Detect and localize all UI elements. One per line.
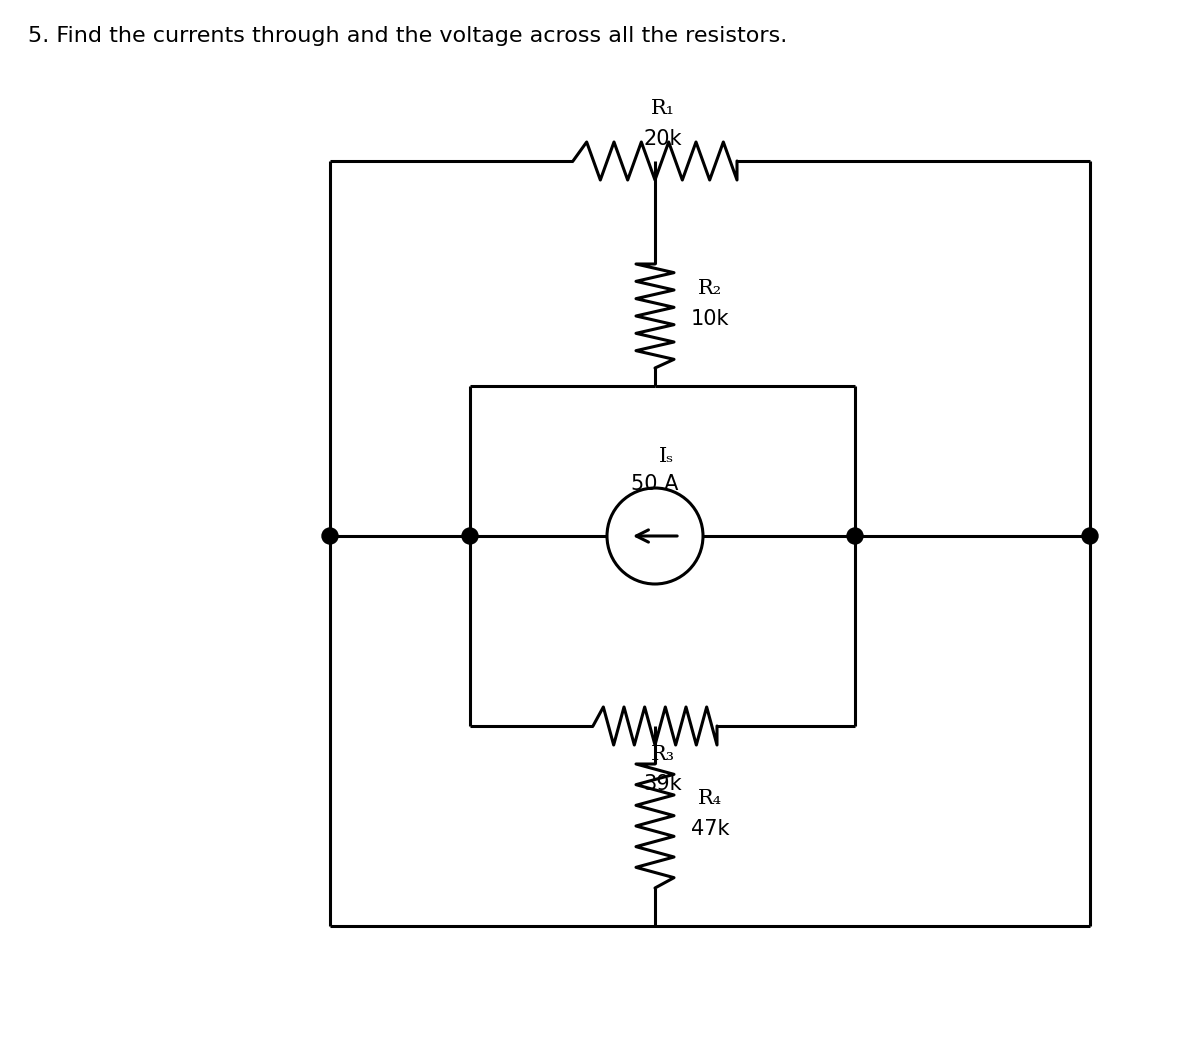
Text: R₁: R₁ — [650, 100, 674, 119]
Circle shape — [462, 528, 478, 544]
Text: Iₛ: Iₛ — [659, 447, 674, 465]
Text: R₃: R₃ — [650, 744, 674, 763]
Circle shape — [1082, 528, 1098, 544]
Text: 20k: 20k — [643, 129, 683, 149]
Text: 39k: 39k — [643, 775, 683, 794]
Text: 47k: 47k — [691, 819, 730, 839]
Text: 50 A: 50 A — [631, 474, 679, 494]
Circle shape — [847, 528, 863, 544]
Text: 5. Find the currents through and the voltage across all the resistors.: 5. Find the currents through and the vol… — [28, 26, 787, 46]
Circle shape — [322, 528, 338, 544]
Text: R₄: R₄ — [698, 788, 722, 808]
Text: R₂: R₂ — [698, 279, 722, 298]
Text: 10k: 10k — [691, 309, 730, 329]
